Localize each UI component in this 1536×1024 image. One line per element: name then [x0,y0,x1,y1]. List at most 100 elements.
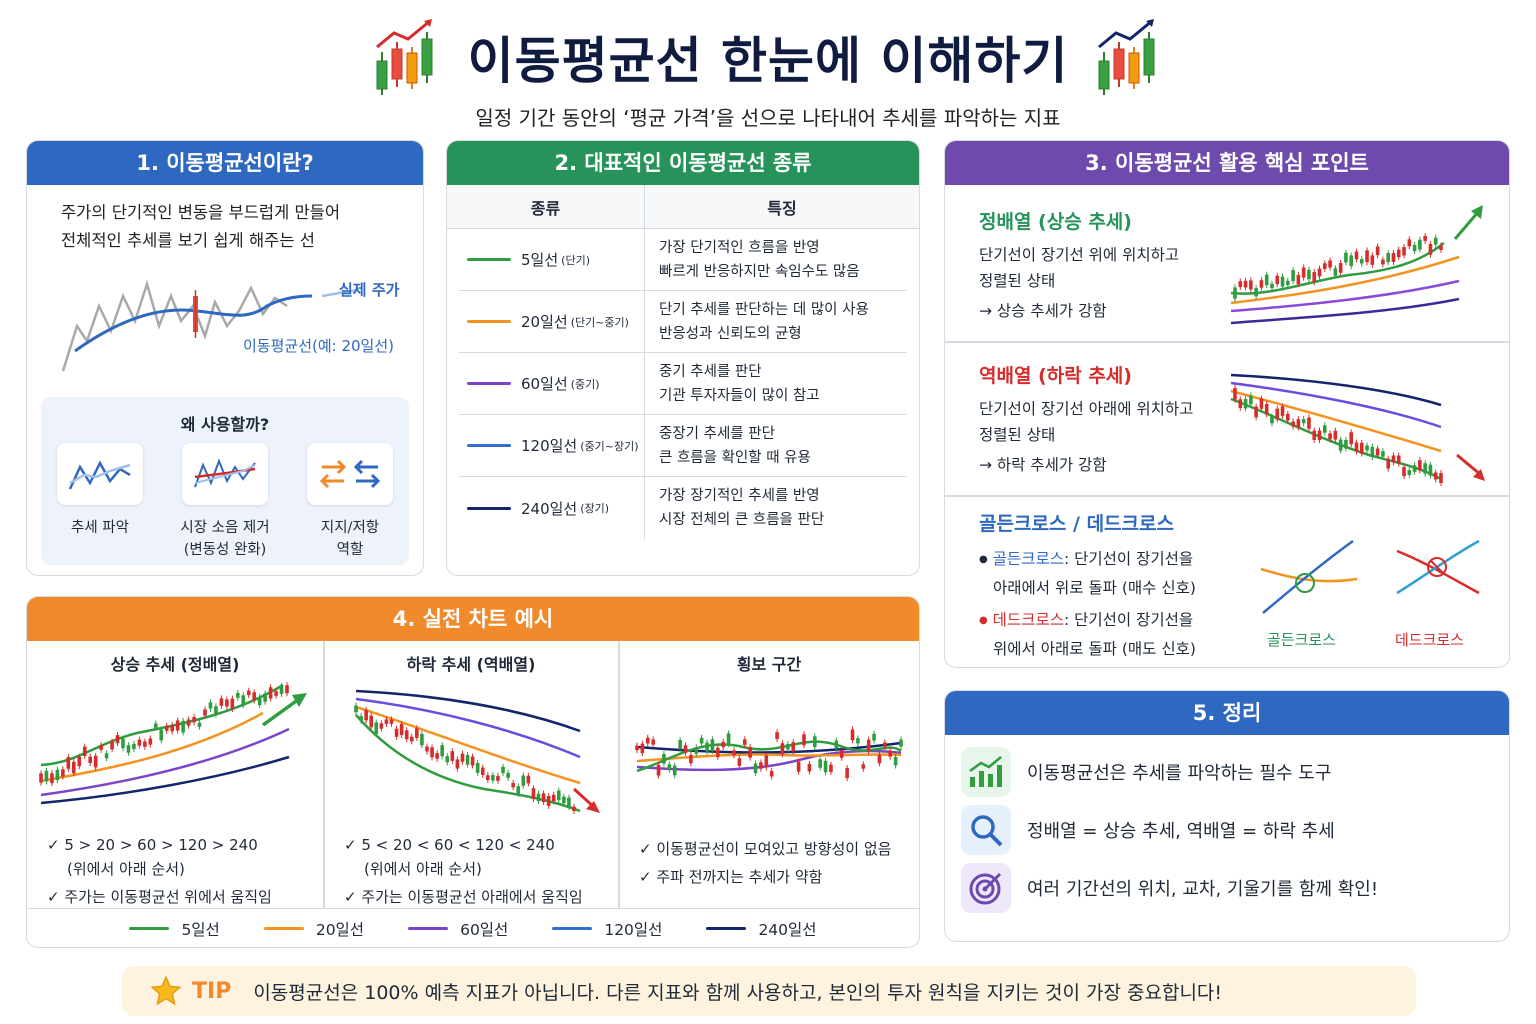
candle [263,693,267,702]
summary-text: 정배열 = 상승 추세, 역배열 = 하락 추세 [1027,821,1335,842]
ma-type-tag: (단기) [561,253,590,267]
legend-item: 20일선 [263,918,364,940]
candle [1381,451,1385,457]
candle [567,797,571,807]
legend-swatch [706,927,747,930]
candle [252,692,256,701]
section-description: 주가의 단기적인 변동을 부드럽게 만들어 전체적인 추세를 보기 쉽게 해주는… [61,199,340,255]
panel-note: ✓ 이동평균선이 모여있고 방향성이 없음 [639,840,892,858]
summary-text: 이동평균선은 추세를 파악하는 필수 도구 [1027,763,1332,784]
sideways-panel: 횡보 구간 ✓ 이동평균선이 모여있고 방향성이 없음 ✓ 주파 전까지는 추세… [619,641,919,909]
candle [1433,237,1438,245]
candle [1254,406,1258,418]
bearish-text: → 하락 추세가 강함 [979,456,1107,474]
candle [1359,259,1364,264]
candle [667,764,672,770]
candle [208,702,213,709]
candle [683,745,688,753]
bearish-mini-chart [1230,373,1485,486]
candle [1259,280,1264,288]
candle [737,758,742,766]
candle [1428,243,1433,255]
golden-cross-bullet: ● 골든크로스: 단기선이 장기선을 [979,550,1194,568]
candle [818,759,822,768]
candle [1423,236,1427,241]
bullish-mini-chart [1230,205,1483,325]
candle [39,773,43,783]
candle [154,723,158,728]
candle [662,754,666,764]
target-icon [961,863,1011,913]
candle [409,736,414,742]
golden-cross-desc: : 단기선이 장기선을 [1063,550,1194,568]
candle [786,743,790,750]
ma-color-swatch [467,506,511,510]
candle [279,686,284,694]
why-item: 시장 소음 제거 (변동성 완화) [170,443,280,561]
why-use-panel: 왜 사용할까? 추세 파악 시장 소음 [41,397,409,565]
candle [1249,395,1253,405]
bullish-text: 단기선이 장기선 위에 위치하고 [979,246,1180,264]
candle [721,741,726,748]
bullish-title: 정배열 (상승 추세) [979,211,1132,233]
candle [726,733,731,745]
candle [404,730,409,740]
candle [1338,263,1343,273]
legend-item: 120일선 [552,918,662,940]
candle [72,761,76,774]
uptrend-panel: 상승 추세 (정배열) ✓ 5 > 20 > 60 > 120 > 240 (위… [27,641,323,909]
ma-line [74,294,313,353]
candle [126,745,131,753]
candle [88,756,92,763]
candle [1375,246,1380,256]
candle [546,796,551,806]
why-label: 추세 파악 [71,520,129,536]
downtrend-chart [354,689,600,815]
candle [99,744,103,750]
candle [562,796,566,804]
ma-feature-line: 중장기 추세를 판단 [659,425,775,442]
ma-types-table: 종류 특징 5일선 (단기) 가장 단기적인 흐름을 반영 빠르게 반응하지만 속임수… [447,185,919,539]
candle [268,687,273,699]
cross-signals: 골든크로스 / 데드크로스 ● 골든크로스: 단기선이 장기선을 아래에서 위로… [979,509,1509,662]
candle [1301,419,1306,424]
col-feature-header: 특징 [767,198,797,218]
candle [430,747,434,758]
ma-label: 이동평균선(예: 20일선) [243,337,395,355]
candle [1259,398,1264,409]
magnifier-icon [961,805,1011,855]
candle [1412,465,1417,472]
ma-color-swatch [467,382,511,385]
ma-feature-line: 시장 전체의 큰 흐름을 판단 [659,512,825,528]
dead-cross-desc: : 단기선이 장기선을 [1063,611,1194,629]
candle [872,733,876,741]
legend-item: 5일선 [129,918,220,940]
ma-feature-line: 가장 단기적인 흐름을 반영 [659,239,820,256]
legend-label: 5일선 [181,920,220,939]
candle [1286,413,1290,421]
panel-note: ✓ 5 > 20 > 60 > 120 > 240 [47,836,258,854]
candle [1359,442,1364,454]
candle [192,717,196,723]
price-vs-ma-chart [61,279,358,372]
candle [780,743,785,755]
ma-type-name: 5일선 [521,251,559,269]
dead-cross-name: 데드크로스 [992,611,1064,629]
candle [1280,406,1285,416]
ma-color-swatch [467,320,511,323]
candle [1301,267,1306,278]
candle [257,696,262,706]
ma-type-tag: (단기~중기) [570,315,629,329]
candle [839,750,844,758]
ma-feature-line: 빠르게 반응하지만 속임수도 많음 [659,263,860,280]
star-icon [150,975,182,1006]
candle [1365,250,1369,263]
ma-feature-line: 중기 추세를 판단 [659,363,762,380]
candle [850,729,855,741]
ma-feature-line: 기관 투자자들이 많이 참고 [659,387,820,404]
section-key-points: 3. 이동평균선 활용 핵심 포인트 정배열 (상승 추세) 단기선이 장기선 … [944,140,1510,668]
candle [1317,268,1322,277]
summary-item: 정배열 = 상승 추세, 역배열 = 하락 추세 [961,805,1335,855]
candle [796,761,801,772]
